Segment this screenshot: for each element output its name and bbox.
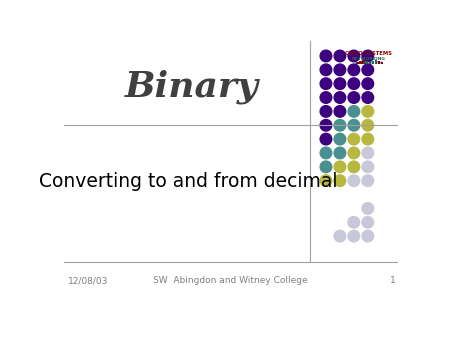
- Circle shape: [348, 50, 360, 62]
- Bar: [359, 61, 362, 65]
- Circle shape: [334, 147, 346, 159]
- Text: Converting to and from decimal: Converting to and from decimal: [39, 172, 337, 191]
- Circle shape: [334, 92, 346, 103]
- Circle shape: [362, 50, 374, 62]
- Circle shape: [348, 134, 360, 145]
- Circle shape: [334, 64, 346, 76]
- Circle shape: [348, 78, 360, 90]
- Circle shape: [348, 175, 360, 187]
- Circle shape: [362, 78, 374, 90]
- Circle shape: [334, 106, 346, 117]
- Bar: [378, 61, 380, 65]
- Text: CISCO SYSTEMS: CISCO SYSTEMS: [345, 51, 392, 56]
- Circle shape: [362, 147, 374, 159]
- Circle shape: [334, 161, 346, 173]
- Circle shape: [348, 92, 360, 103]
- Circle shape: [320, 50, 332, 62]
- Circle shape: [320, 120, 332, 131]
- Text: 12/08/03: 12/08/03: [68, 276, 108, 285]
- Bar: [365, 61, 368, 65]
- Circle shape: [362, 120, 374, 131]
- Circle shape: [334, 175, 346, 187]
- Circle shape: [348, 120, 360, 131]
- Circle shape: [348, 231, 360, 242]
- Circle shape: [334, 231, 346, 242]
- Circle shape: [320, 161, 332, 173]
- Circle shape: [334, 50, 346, 62]
- Text: SW  Abingdon and Witney College: SW Abingdon and Witney College: [153, 276, 308, 285]
- Text: Binary: Binary: [125, 70, 259, 104]
- Circle shape: [320, 175, 332, 187]
- Circle shape: [320, 106, 332, 117]
- Circle shape: [362, 92, 374, 103]
- Bar: [375, 60, 377, 65]
- Text: A C A D E M Y: A C A D E M Y: [355, 61, 382, 65]
- Circle shape: [362, 134, 374, 145]
- Text: 1: 1: [390, 276, 396, 285]
- Circle shape: [362, 175, 374, 187]
- Circle shape: [348, 147, 360, 159]
- Circle shape: [320, 78, 332, 90]
- Circle shape: [334, 78, 346, 90]
- Circle shape: [320, 147, 332, 159]
- Circle shape: [362, 217, 374, 228]
- Bar: [356, 62, 359, 65]
- Circle shape: [348, 64, 360, 76]
- Circle shape: [362, 64, 374, 76]
- Circle shape: [348, 161, 360, 173]
- Circle shape: [348, 106, 360, 117]
- Circle shape: [362, 161, 374, 173]
- Circle shape: [334, 120, 346, 131]
- Bar: [381, 62, 383, 65]
- Circle shape: [348, 217, 360, 228]
- Circle shape: [320, 64, 332, 76]
- Circle shape: [334, 134, 346, 145]
- Circle shape: [320, 92, 332, 103]
- Circle shape: [362, 106, 374, 117]
- Bar: [362, 60, 364, 65]
- Circle shape: [320, 134, 332, 145]
- Circle shape: [362, 203, 374, 214]
- Text: NETWORKING: NETWORKING: [351, 57, 386, 61]
- Bar: [372, 61, 374, 65]
- Circle shape: [362, 231, 374, 242]
- Bar: [369, 62, 371, 65]
